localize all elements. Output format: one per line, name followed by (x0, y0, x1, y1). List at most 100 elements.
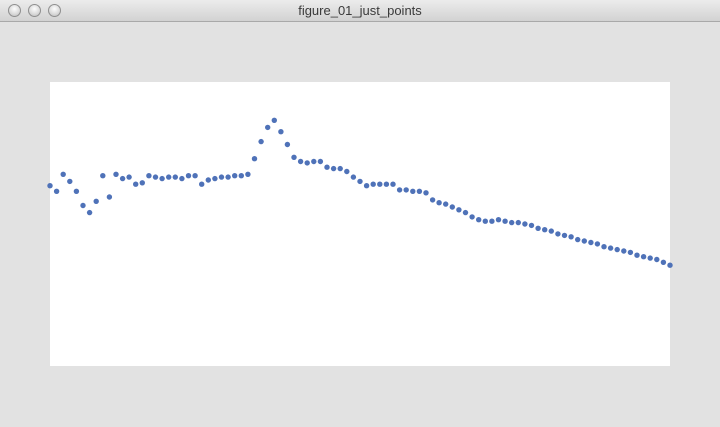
data-point (265, 124, 271, 131)
data-point (238, 173, 244, 179)
data-point (403, 187, 409, 193)
data-point (363, 183, 370, 189)
data-point (172, 174, 178, 180)
data-point (377, 181, 383, 187)
data-point (568, 234, 574, 240)
data-point (271, 117, 277, 124)
data-point (311, 158, 317, 165)
data-point (80, 202, 86, 209)
data-point (654, 256, 660, 263)
data-point (456, 207, 462, 213)
data-point (73, 188, 80, 194)
data-point (575, 236, 581, 243)
data-point (502, 218, 508, 224)
data-point (245, 171, 251, 177)
data-point (337, 165, 343, 172)
data-point (410, 188, 416, 194)
data-point (548, 228, 554, 234)
data-point (601, 244, 607, 250)
data-point (588, 239, 594, 246)
data-point (291, 154, 297, 160)
data-point (495, 217, 502, 223)
data-point (667, 262, 673, 268)
title-bar[interactable]: figure_01_just_points (0, 0, 720, 22)
data-point (357, 178, 363, 185)
data-point (133, 181, 139, 187)
data-point (528, 222, 535, 229)
data-point (166, 174, 172, 180)
zoom-button[interactable] (48, 4, 61, 17)
data-point (423, 190, 429, 196)
data-point (614, 246, 620, 253)
data-point (640, 254, 647, 260)
data-point (509, 219, 515, 226)
data-point (634, 252, 640, 258)
data-point (284, 141, 291, 148)
data-point (152, 174, 159, 180)
data-point (350, 174, 357, 180)
data-point (476, 217, 482, 223)
close-button[interactable] (8, 4, 21, 17)
data-point (621, 248, 627, 254)
plot-area (50, 82, 670, 366)
data-point (542, 227, 548, 233)
data-point (330, 165, 337, 172)
data-point (86, 209, 93, 216)
data-point (47, 183, 53, 189)
data-point (462, 209, 469, 216)
data-point (660, 259, 667, 265)
data-point (106, 194, 113, 200)
data-point (594, 241, 601, 247)
data-point (258, 138, 264, 145)
data-point (199, 181, 205, 187)
data-point (119, 175, 126, 182)
data-point (205, 177, 211, 183)
data-point (535, 225, 541, 231)
data-point (93, 198, 99, 204)
data-point (146, 173, 152, 179)
data-point (212, 175, 218, 182)
data-point (449, 204, 455, 210)
data-point (581, 238, 587, 244)
data-point (515, 219, 521, 226)
data-point (304, 160, 310, 166)
data-point (383, 181, 390, 187)
data-point (555, 231, 561, 237)
data-point (443, 201, 449, 207)
data-point (251, 156, 258, 162)
data-point (482, 218, 488, 224)
data-point (607, 245, 614, 251)
data-point (126, 174, 132, 180)
data-point (489, 218, 495, 224)
data-point (179, 175, 185, 182)
data-point (60, 171, 66, 177)
data-point (100, 173, 106, 179)
data-point (185, 173, 192, 179)
data-point (561, 232, 568, 239)
data-point (297, 158, 304, 165)
data-point (416, 188, 423, 194)
data-point (396, 187, 403, 193)
data-point (53, 188, 60, 194)
minimize-button[interactable] (28, 4, 41, 17)
data-point (647, 255, 653, 261)
data-point (522, 221, 528, 227)
data-point (436, 200, 442, 206)
data-point (159, 175, 165, 182)
data-point (232, 173, 238, 179)
data-point (469, 214, 475, 220)
data-point (627, 249, 634, 256)
data-point (113, 171, 119, 177)
data-point (317, 158, 324, 165)
data-point (67, 178, 73, 185)
data-point (344, 168, 350, 175)
data-point (192, 173, 198, 179)
data-point (278, 129, 284, 135)
data-point (139, 180, 145, 186)
data-point (225, 174, 231, 180)
data-point (218, 174, 225, 180)
data-point (370, 181, 376, 187)
data-point (390, 181, 396, 187)
